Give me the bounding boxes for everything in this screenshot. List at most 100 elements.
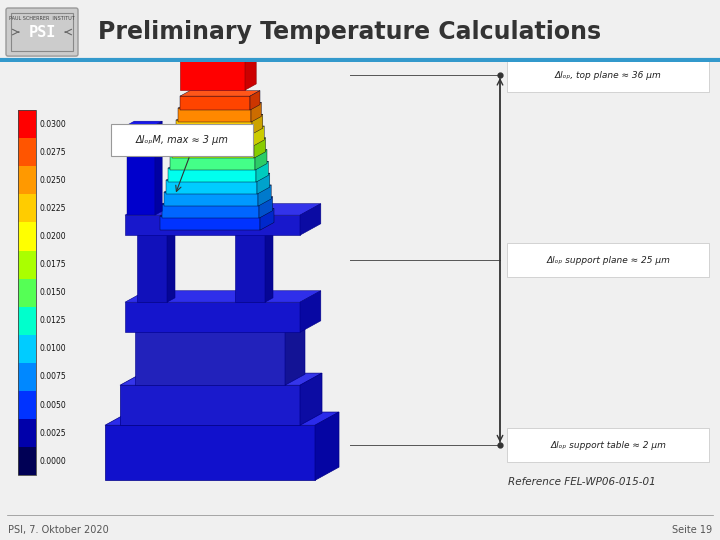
Text: PAUL SCHERRER  INSTITUT: PAUL SCHERRER INSTITUT bbox=[9, 16, 75, 21]
Polygon shape bbox=[164, 185, 271, 192]
Polygon shape bbox=[127, 125, 155, 215]
Polygon shape bbox=[176, 114, 263, 120]
Polygon shape bbox=[155, 121, 162, 215]
Polygon shape bbox=[137, 232, 167, 302]
Text: ΔlₒₚM, max ≈ 3 μm: ΔlₒₚM, max ≈ 3 μm bbox=[135, 135, 228, 145]
Polygon shape bbox=[235, 228, 273, 232]
Text: 0.0125: 0.0125 bbox=[39, 316, 66, 325]
Bar bbox=[18, 138, 36, 166]
Text: 0.0200: 0.0200 bbox=[39, 232, 66, 241]
Polygon shape bbox=[174, 132, 253, 146]
Polygon shape bbox=[285, 319, 305, 385]
Bar bbox=[18, 307, 36, 335]
Text: 0.0000: 0.0000 bbox=[39, 457, 66, 465]
Text: Reference FEL-WP06-015-01: Reference FEL-WP06-015-01 bbox=[508, 477, 656, 487]
Bar bbox=[18, 363, 36, 391]
Polygon shape bbox=[135, 330, 285, 385]
Polygon shape bbox=[315, 412, 339, 480]
Text: 0.0175: 0.0175 bbox=[39, 260, 66, 269]
Polygon shape bbox=[256, 161, 269, 182]
Bar bbox=[18, 447, 36, 475]
Polygon shape bbox=[178, 108, 251, 122]
Bar bbox=[18, 251, 36, 279]
FancyBboxPatch shape bbox=[6, 8, 78, 56]
Text: Preliminary Temperature Calculations: Preliminary Temperature Calculations bbox=[98, 20, 601, 44]
Text: 0.0275: 0.0275 bbox=[39, 148, 66, 157]
Text: PSI: PSI bbox=[28, 24, 55, 39]
Polygon shape bbox=[252, 114, 263, 134]
Polygon shape bbox=[251, 103, 261, 122]
Polygon shape bbox=[254, 138, 266, 158]
Polygon shape bbox=[178, 103, 261, 108]
Bar bbox=[18, 335, 36, 363]
Polygon shape bbox=[167, 228, 175, 302]
Text: 0.0300: 0.0300 bbox=[39, 120, 66, 129]
Polygon shape bbox=[180, 39, 256, 45]
Polygon shape bbox=[235, 232, 265, 302]
Polygon shape bbox=[127, 121, 162, 125]
Polygon shape bbox=[120, 385, 300, 426]
Bar bbox=[18, 391, 36, 419]
FancyBboxPatch shape bbox=[507, 58, 709, 92]
Polygon shape bbox=[172, 138, 266, 144]
Text: 0.0225: 0.0225 bbox=[39, 204, 66, 213]
Polygon shape bbox=[172, 144, 254, 158]
Polygon shape bbox=[170, 156, 255, 170]
Polygon shape bbox=[164, 192, 258, 206]
Polygon shape bbox=[235, 20, 244, 45]
Polygon shape bbox=[174, 126, 264, 132]
Bar bbox=[18, 419, 36, 447]
Polygon shape bbox=[253, 126, 264, 146]
Bar bbox=[18, 222, 36, 251]
Text: PSI, 7. Oktober 2020: PSI, 7. Oktober 2020 bbox=[8, 525, 109, 535]
Bar bbox=[18, 194, 36, 222]
Text: Δlₒₚ support plane ≈ 25 μm: Δlₒₚ support plane ≈ 25 μm bbox=[546, 255, 670, 265]
Polygon shape bbox=[180, 96, 250, 110]
Bar bbox=[18, 166, 36, 194]
Polygon shape bbox=[160, 208, 274, 216]
Text: Δlₒₚ, top plane ≈ 36 μm: Δlₒₚ, top plane ≈ 36 μm bbox=[554, 71, 662, 79]
Text: 0.0050: 0.0050 bbox=[39, 401, 66, 409]
Text: 0.0025: 0.0025 bbox=[39, 429, 66, 437]
Polygon shape bbox=[125, 215, 300, 235]
Polygon shape bbox=[125, 291, 321, 302]
FancyBboxPatch shape bbox=[507, 428, 709, 462]
Polygon shape bbox=[135, 319, 305, 330]
Text: 0.0075: 0.0075 bbox=[39, 373, 66, 381]
Polygon shape bbox=[125, 204, 321, 215]
Text: 0.0150: 0.0150 bbox=[39, 288, 66, 297]
Polygon shape bbox=[166, 173, 270, 180]
Polygon shape bbox=[300, 291, 321, 332]
Polygon shape bbox=[258, 185, 271, 206]
Polygon shape bbox=[125, 302, 300, 332]
Bar bbox=[18, 110, 36, 138]
Polygon shape bbox=[120, 373, 322, 385]
Polygon shape bbox=[260, 208, 274, 230]
Polygon shape bbox=[105, 412, 339, 426]
Polygon shape bbox=[245, 39, 256, 90]
Polygon shape bbox=[265, 228, 273, 302]
Polygon shape bbox=[168, 168, 256, 182]
Bar bbox=[18, 279, 36, 307]
Polygon shape bbox=[180, 91, 260, 96]
Polygon shape bbox=[255, 150, 267, 170]
Polygon shape bbox=[166, 180, 257, 194]
Polygon shape bbox=[257, 173, 270, 194]
Text: Seite 19: Seite 19 bbox=[672, 525, 712, 535]
Polygon shape bbox=[170, 150, 267, 156]
Polygon shape bbox=[195, 25, 235, 45]
Polygon shape bbox=[259, 197, 273, 218]
Polygon shape bbox=[168, 161, 269, 168]
Polygon shape bbox=[137, 228, 175, 232]
FancyBboxPatch shape bbox=[507, 243, 709, 277]
Text: 0.0100: 0.0100 bbox=[39, 345, 66, 353]
Polygon shape bbox=[195, 20, 244, 25]
Polygon shape bbox=[176, 120, 252, 134]
Polygon shape bbox=[180, 45, 245, 90]
Polygon shape bbox=[300, 373, 322, 426]
Text: Δlₒₚ support table ≈ 2 μm: Δlₒₚ support table ≈ 2 μm bbox=[550, 441, 666, 450]
Bar bbox=[18, 110, 36, 475]
Polygon shape bbox=[105, 426, 315, 480]
FancyBboxPatch shape bbox=[111, 124, 253, 156]
Polygon shape bbox=[300, 204, 321, 235]
